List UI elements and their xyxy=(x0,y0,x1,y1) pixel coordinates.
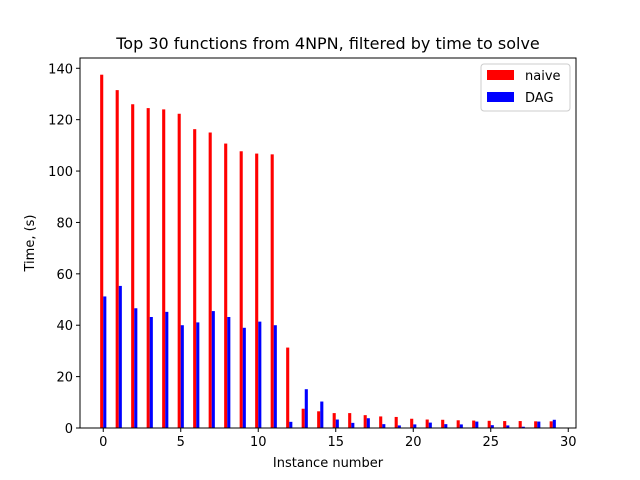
x-tick-label: 20 xyxy=(405,435,422,450)
bar-naive-12 xyxy=(286,347,290,428)
legend-swatch-naive xyxy=(487,70,514,80)
bar-naive-21 xyxy=(425,419,429,428)
y-tick-label: 100 xyxy=(48,165,73,180)
y-tick-label: 60 xyxy=(56,268,73,283)
bar-naive-11 xyxy=(270,154,274,428)
bar-naive-1 xyxy=(115,90,119,429)
y-tick-label: 40 xyxy=(56,319,73,334)
bar-dag-13 xyxy=(304,389,308,428)
bar-naive-18 xyxy=(379,416,383,428)
bar-naive-23 xyxy=(456,420,460,428)
bar-naive-24 xyxy=(472,420,476,428)
legend: naive DAG xyxy=(480,63,571,112)
bar-dag-23 xyxy=(459,424,463,428)
bar-dag-28 xyxy=(537,421,541,428)
x-tick-label: 15 xyxy=(327,435,344,450)
bar-naive-28 xyxy=(534,421,538,428)
bar-dag-5 xyxy=(180,325,184,428)
y-tick-label: 80 xyxy=(56,216,73,231)
bar-naive-22 xyxy=(441,419,445,428)
bar-naive-17 xyxy=(363,415,367,428)
x-axis-ticks: 0 5 10 15 20 25 30 xyxy=(99,428,577,450)
bar-naive-7 xyxy=(208,132,212,428)
y-tick-label: 20 xyxy=(56,371,73,386)
bar-dag-9 xyxy=(242,327,246,428)
bar-dag-10 xyxy=(258,321,262,428)
bar-dag-21 xyxy=(428,422,432,428)
bar-dag-25 xyxy=(490,425,494,428)
bar-dag-27 xyxy=(521,426,525,428)
bar-naive-19 xyxy=(394,416,398,428)
bar-naive-3 xyxy=(146,108,150,429)
y-tick-label: 140 xyxy=(48,62,73,77)
chart-title: Top 30 functions from 4NPN, filtered by … xyxy=(115,34,540,53)
bar-naive-5 xyxy=(177,113,181,428)
bar-dag-12 xyxy=(289,421,293,428)
bar-naive-0 xyxy=(100,74,104,428)
legend-label-dag: DAG xyxy=(525,91,554,106)
bar-dag-3 xyxy=(149,317,153,428)
bar-naive-8 xyxy=(224,143,228,428)
bar-naive-27 xyxy=(518,421,522,428)
bar-dag-24 xyxy=(475,421,479,428)
bar-naive-6 xyxy=(193,129,197,428)
bar-dag-6 xyxy=(196,322,200,428)
bar-naive-13 xyxy=(301,408,305,428)
bar-naive-20 xyxy=(410,418,414,428)
legend-label-naive: naive xyxy=(525,69,561,84)
bar-dag-17 xyxy=(366,418,370,428)
bar-dag-4 xyxy=(165,311,169,428)
y-axis-ticks: 0 20 40 60 80 100 120 140 xyxy=(48,62,80,437)
bar-dag-19 xyxy=(397,425,401,428)
x-axis-label: Instance number xyxy=(273,456,384,471)
legend-swatch-dag xyxy=(487,92,514,102)
bar-dag-15 xyxy=(335,419,339,428)
y-tick-label: 0 xyxy=(65,422,73,437)
bar-naive-29 xyxy=(549,421,553,428)
x-tick-label: 0 xyxy=(99,435,107,450)
bar-naive-4 xyxy=(162,109,166,428)
x-tick-label: 5 xyxy=(177,435,185,450)
x-tick-label: 25 xyxy=(482,435,499,450)
bar-dag-0 xyxy=(103,296,107,428)
bar-dag-29 xyxy=(552,419,556,428)
bar-dag-18 xyxy=(382,424,386,428)
bar-naive-2 xyxy=(131,104,135,428)
plot-area-frame xyxy=(79,57,577,429)
bar-dag-20 xyxy=(413,424,417,428)
bar-dag-26 xyxy=(506,425,510,428)
bar-dag-14 xyxy=(320,401,324,428)
bar-naive-9 xyxy=(239,151,243,429)
y-tick-label: 120 xyxy=(48,114,73,129)
bar-dag-11 xyxy=(273,325,277,428)
bar-dag-16 xyxy=(351,422,355,428)
x-tick-label: 30 xyxy=(560,435,577,450)
bar-dag-7 xyxy=(211,311,215,428)
bar-naive-16 xyxy=(348,413,352,428)
bar-naive-26 xyxy=(503,421,507,428)
bars-layer xyxy=(100,74,556,429)
bar-naive-15 xyxy=(332,413,336,428)
bar-dag-8 xyxy=(227,317,231,428)
bar-dag-22 xyxy=(444,424,448,428)
bar-naive-10 xyxy=(255,153,259,429)
bar-dag-1 xyxy=(118,285,122,428)
x-tick-label: 10 xyxy=(250,435,267,450)
bar-dag-2 xyxy=(134,308,138,428)
bar-naive-25 xyxy=(487,420,491,428)
y-axis-label: Time, (s) xyxy=(23,215,38,273)
bar-naive-14 xyxy=(317,411,321,428)
